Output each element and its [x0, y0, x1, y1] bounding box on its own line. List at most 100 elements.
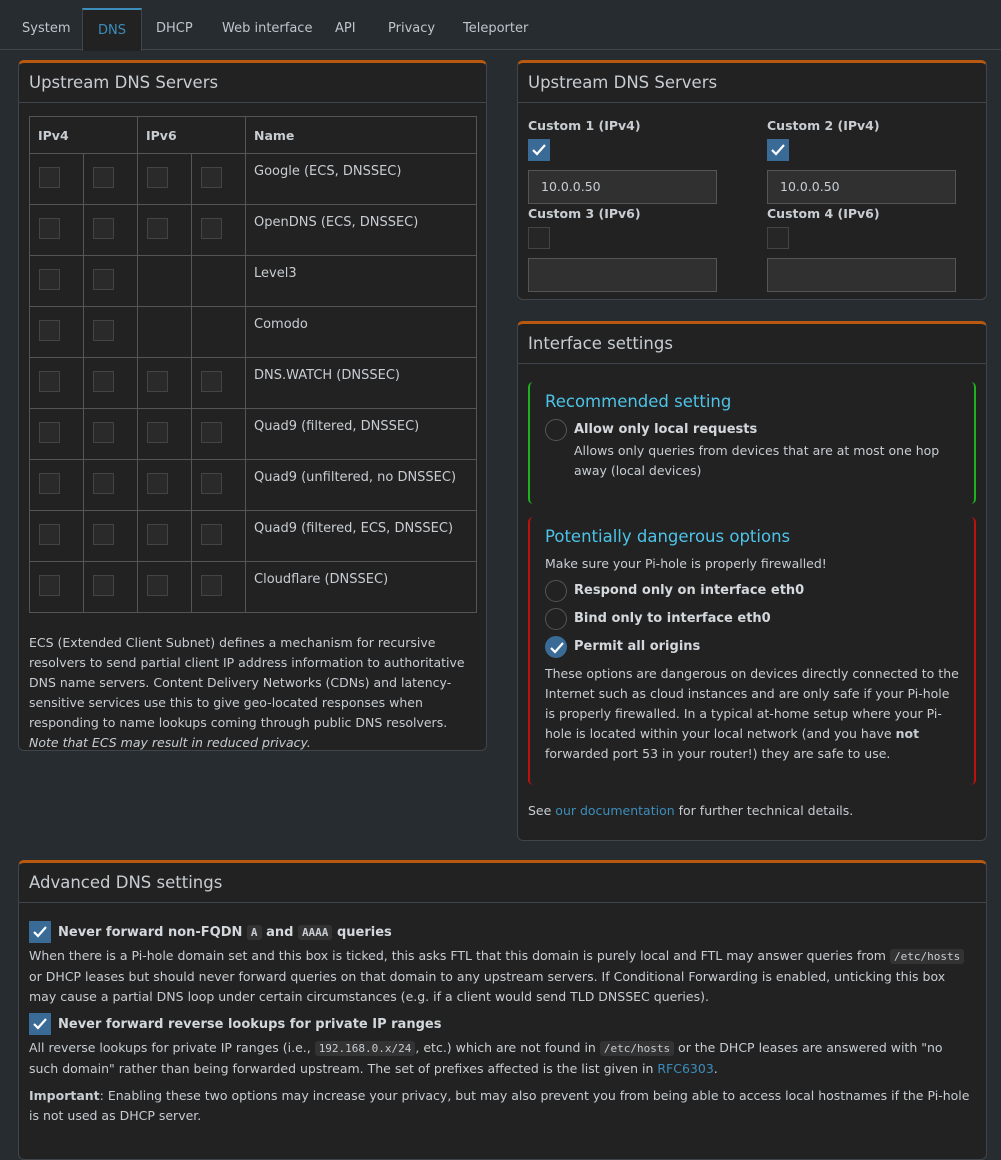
checkbox[interactable]	[201, 371, 222, 392]
checkbox[interactable]	[767, 139, 789, 161]
check-cell	[137, 408, 192, 460]
check-cell	[29, 561, 84, 613]
checkbox[interactable]	[93, 473, 114, 494]
doc-link[interactable]: our documentation	[555, 803, 675, 818]
radio-option[interactable]: Allow only local requests	[545, 419, 959, 441]
bold: Important	[29, 1088, 100, 1103]
check-cell	[83, 510, 138, 562]
radio[interactable]	[545, 580, 567, 602]
code: /etc/hosts	[599, 1041, 675, 1056]
checkbox[interactable]	[147, 218, 168, 239]
check-cell	[137, 561, 192, 613]
text: and	[261, 924, 298, 940]
ecs-note: ECS (Extended Client Subnet) defines a m…	[29, 633, 479, 753]
ip-input[interactable]: 10.0.0.50	[528, 170, 717, 204]
checkbox[interactable]	[201, 524, 222, 545]
ip-input[interactable]	[767, 258, 956, 292]
checkbox[interactable]	[201, 167, 222, 188]
important-note: Important: Enabling these two options ma…	[29, 1086, 974, 1126]
checkbox[interactable]	[93, 371, 114, 392]
checkbox[interactable]	[147, 575, 168, 596]
recommended-box: Recommended setting Allow only local req…	[528, 382, 976, 504]
checkbox[interactable]	[29, 921, 51, 943]
options: Respond only on interface eth0 Bind only …	[545, 580, 959, 658]
radio-label: Bind only to interface eth0	[574, 611, 771, 626]
check-cell	[191, 408, 246, 460]
checkbox[interactable]	[93, 524, 114, 545]
checkbox[interactable]	[201, 473, 222, 494]
bold: not	[895, 726, 920, 741]
option-label: Never forward non-FQDN A and AAAA querie…	[58, 924, 392, 940]
text: All reverse lookups for private IP range…	[29, 1040, 315, 1055]
radio[interactable]	[545, 608, 567, 630]
server-name: OpenDNS (ECS, DNSSEC)	[245, 204, 477, 256]
option-desc: Allows only queries from devices that ar…	[574, 443, 940, 478]
checkbox[interactable]	[201, 422, 222, 443]
custom-server: Custom 1 (IPv4) 10.0.0.50	[528, 118, 718, 204]
radio-option[interactable]: Permit all origins	[545, 636, 959, 658]
checkbox[interactable]	[39, 167, 60, 188]
checkbox[interactable]	[147, 167, 168, 188]
tab[interactable]: Web interface	[222, 21, 313, 36]
intro: Make sure your Pi-hole is properly firew…	[545, 556, 827, 571]
checkbox[interactable]	[39, 320, 60, 341]
header-row: IPv4 IPv6 Name	[29, 116, 477, 154]
checkbox[interactable]	[39, 473, 60, 494]
checkbox[interactable]	[39, 371, 60, 392]
check-cell	[83, 561, 138, 613]
link[interactable]: RFC6303	[657, 1061, 714, 1076]
server-name: Level3	[245, 255, 477, 307]
radio-option[interactable]: Respond only on interface eth0	[545, 580, 959, 602]
checkbox[interactable]	[767, 227, 789, 249]
checkbox[interactable]	[93, 167, 114, 188]
checkbox[interactable]	[39, 524, 60, 545]
checkbox[interactable]	[29, 1013, 51, 1035]
code: 192.168.0.x/24	[314, 1041, 416, 1056]
text: or the DHCP leases are answered with "no…	[29, 1040, 943, 1076]
checkbox[interactable]	[201, 575, 222, 596]
panel-title: Upstream DNS Servers	[518, 63, 986, 103]
checkbox[interactable]	[93, 575, 114, 596]
checkbox[interactable]	[147, 524, 168, 545]
checkbox[interactable]	[93, 320, 114, 341]
check-cell	[137, 459, 192, 511]
check-cell	[191, 306, 246, 358]
checkbox[interactable]	[201, 218, 222, 239]
server-row: DNS.WATCH (DNSSEC)	[29, 357, 477, 409]
tab[interactable]: DNS	[82, 8, 142, 51]
checkbox[interactable]	[93, 218, 114, 239]
checkbox[interactable]	[39, 269, 60, 290]
radio[interactable]	[545, 419, 567, 441]
box-heading: Potentially dangerous options	[545, 527, 791, 546]
custom-label: Custom 2 (IPv4)	[767, 118, 880, 133]
radio-option[interactable]: Bind only to interface eth0	[545, 608, 959, 630]
code: A	[246, 924, 262, 940]
tab[interactable]: Privacy	[388, 21, 436, 36]
text: Never forward non-FQDN	[58, 924, 247, 940]
tab[interactable]: API	[335, 21, 356, 36]
ip-input[interactable]	[528, 258, 717, 292]
checkbox[interactable]	[93, 269, 114, 290]
server-row: Cloudflare (DNSSEC)	[29, 561, 477, 613]
checkbox[interactable]	[147, 422, 168, 443]
server-row: Quad9 (filtered, ECS, DNSSEC)	[29, 510, 477, 562]
check-cell	[83, 357, 138, 409]
code: AAAA	[297, 924, 333, 940]
tab[interactable]: Teleporter	[463, 21, 529, 36]
option-label: Never forward reverse lookups for privat…	[58, 1016, 442, 1032]
tab[interactable]: DHCP	[156, 21, 193, 36]
server-name: Google (ECS, DNSSEC)	[245, 153, 477, 205]
checkbox[interactable]	[39, 218, 60, 239]
checkbox[interactable]	[528, 227, 550, 249]
ip-input[interactable]: 10.0.0.50	[767, 170, 956, 204]
tab[interactable]: System	[22, 21, 71, 36]
checkbox[interactable]	[147, 371, 168, 392]
radio[interactable]	[545, 636, 567, 658]
checkbox[interactable]	[528, 139, 550, 161]
checkbox[interactable]	[39, 422, 60, 443]
checkbox[interactable]	[39, 575, 60, 596]
checkbox[interactable]	[147, 473, 168, 494]
check-cell	[137, 306, 192, 358]
check-cell	[83, 459, 138, 511]
checkbox[interactable]	[93, 422, 114, 443]
